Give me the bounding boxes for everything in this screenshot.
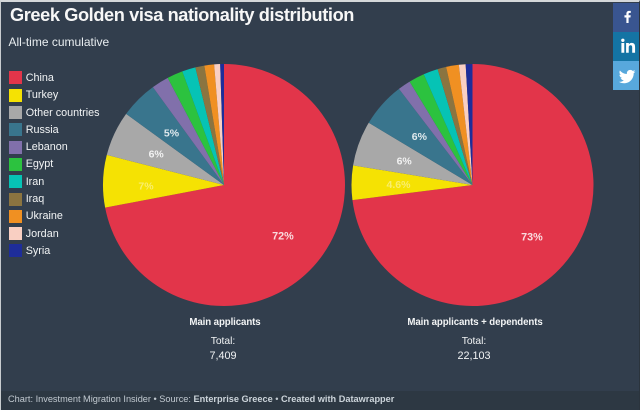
- svg-text:7%: 7%: [138, 181, 154, 193]
- svg-text:72%: 72%: [272, 231, 294, 243]
- svg-text:5%: 5%: [164, 128, 180, 140]
- svg-text:6%: 6%: [397, 156, 413, 168]
- svg-text:6%: 6%: [149, 149, 165, 161]
- svg-text:73%: 73%: [521, 232, 543, 244]
- svg-text:4.6%: 4.6%: [387, 179, 412, 191]
- svg-text:6%: 6%: [412, 131, 428, 143]
